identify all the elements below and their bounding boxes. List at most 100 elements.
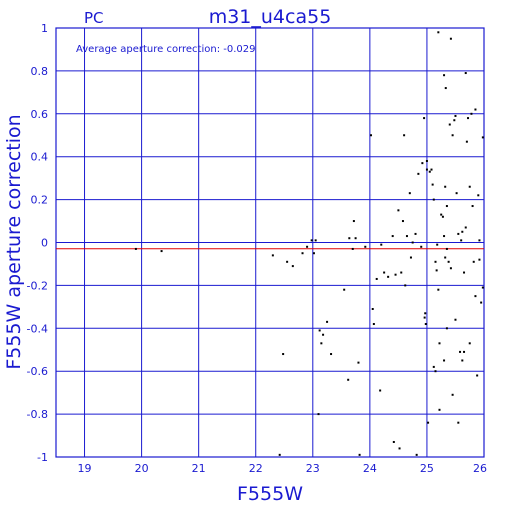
data-point [457,421,460,424]
data-point [310,239,313,242]
data-point [443,359,446,362]
data-point [478,239,481,242]
data-point [468,342,471,345]
data-point [415,453,418,456]
y-tick-label: -1 [37,451,48,464]
y-tick-label: 1 [41,22,48,35]
x-tick-label: 23 [306,462,320,475]
data-point [400,271,403,274]
data-point [474,108,477,111]
data-point [457,232,460,235]
data-point [351,247,354,250]
y-tick-label: -0.4 [27,322,48,335]
data-point [358,453,361,456]
data-point [424,323,427,326]
data-point [291,265,294,268]
data-point [301,252,304,255]
data-point [472,260,475,263]
data-point [481,286,484,289]
data-point [477,194,480,197]
data-point [445,205,448,208]
camera-label: PC [84,9,104,27]
data-point [317,413,320,416]
y-tick-label: 0.8 [31,65,49,78]
data-point [424,312,427,315]
data-point [435,269,438,272]
data-point [461,359,464,362]
data-point [464,226,467,229]
x-tick-label: 22 [249,462,263,475]
data-point [425,159,428,162]
data-point [383,271,386,274]
data-point [354,237,357,240]
data-point [438,408,441,411]
data-point [348,237,351,240]
y-tick-labels: -1 -0.8 -0.6 -0.4 -0.2 0 0.2 0.4 0.6 0.8 1 [27,22,48,464]
data-point [417,172,420,175]
data-points [134,31,484,456]
data-point [409,256,412,259]
data-point [463,271,466,274]
data-point [312,252,315,255]
data-point [449,267,452,270]
data-point [286,260,289,263]
data-point [447,260,450,263]
data-point [454,318,457,321]
y-tick-label: 0 [41,237,48,250]
x-tick-label: 25 [420,462,434,475]
data-point [443,74,446,77]
data-point [314,239,317,242]
data-point [379,389,382,392]
data-point [375,277,378,280]
data-point [455,192,458,195]
data-point [441,215,444,218]
data-point [438,342,441,345]
data-point [468,185,471,188]
data-point [343,288,346,291]
x-tick-label: 24 [363,462,377,475]
grid-lines [56,27,485,458]
data-point [391,235,394,238]
data-point [444,87,447,90]
data-point [408,192,411,195]
data-point [380,243,383,246]
x-tick-labels: 19 20 21 22 23 24 25 26 [78,462,487,475]
data-point [364,245,367,248]
data-point [471,205,474,208]
data-point [160,250,163,253]
data-point [467,117,470,120]
data-point [470,112,473,115]
data-point [437,31,440,34]
data-point [481,136,484,139]
data-point [454,114,457,117]
data-point [401,220,404,223]
x-axis-label: F555W [237,483,303,505]
data-point [423,117,426,120]
data-point [434,370,437,373]
data-point [320,342,323,345]
data-point [404,284,407,287]
data-point [357,361,360,364]
data-point [423,316,426,319]
data-point [322,333,325,336]
data-point [444,256,447,259]
data-point [444,185,447,188]
chart-title: m31_u4ca55 [209,6,332,28]
y-tick-label: -0.2 [27,279,48,292]
data-point [372,323,375,326]
data-point [463,350,466,353]
data-point [330,353,333,356]
x-tick-label: 19 [78,462,92,475]
y-tick-label: 0.4 [31,151,49,164]
data-point [432,365,435,368]
data-point [428,170,431,173]
data-point [403,134,406,137]
y-tick-label: 0.2 [31,194,49,207]
data-point [465,140,468,143]
x-tick-label: 21 [192,462,206,475]
data-point [460,239,463,242]
data-point [318,329,321,332]
data-point [443,235,446,238]
plot-frame [55,27,485,458]
